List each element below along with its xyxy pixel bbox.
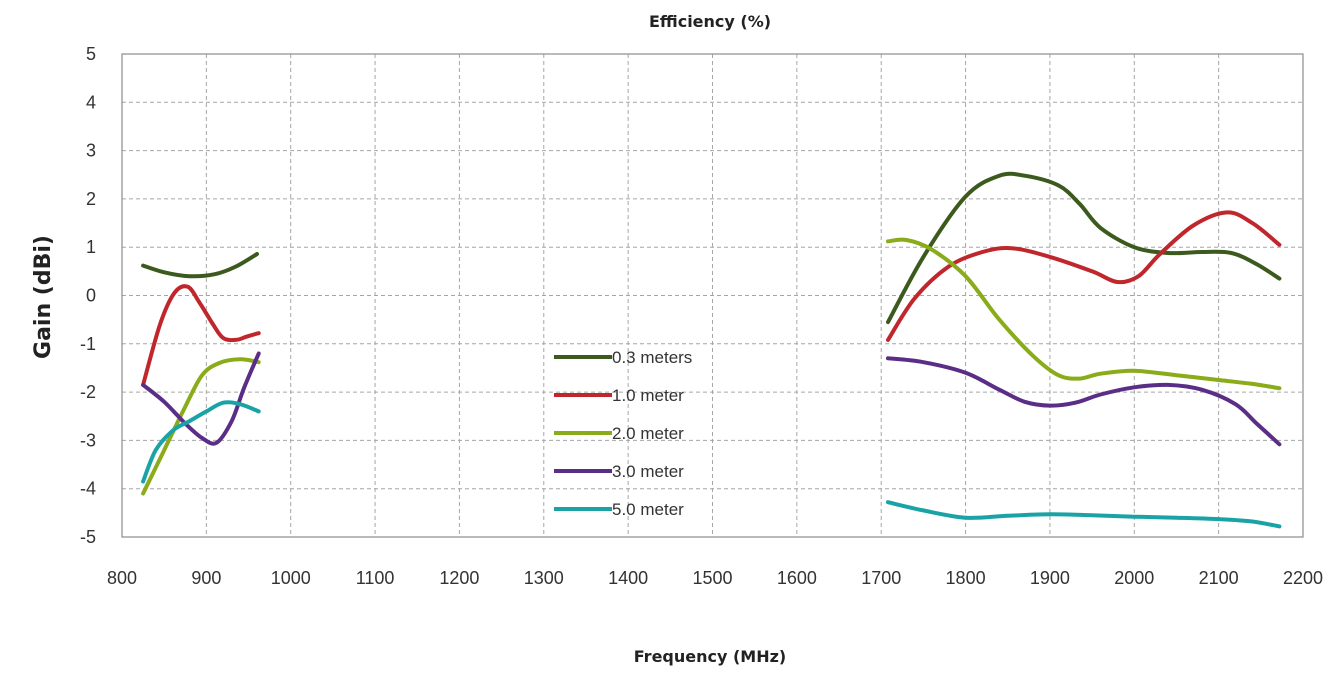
grid xyxy=(122,54,1303,537)
series-3-line-0 xyxy=(141,351,261,446)
x-tick-label-13: 2100 xyxy=(1199,568,1239,588)
y-tick-label-8: -3 xyxy=(80,430,96,450)
series-4-line-0 xyxy=(141,400,261,484)
chart-title: Efficiency (%) xyxy=(649,12,771,31)
legend-label-3: 3.0 meter xyxy=(612,462,684,481)
x-tick-label-5: 1300 xyxy=(524,568,564,588)
y-tick-label-4: 1 xyxy=(86,237,96,257)
legend-label-1: 1.0 meter xyxy=(612,386,684,405)
x-tick-label-4: 1200 xyxy=(439,568,479,588)
legend-label-0: 0.3 meters xyxy=(612,348,692,367)
x-tick-label-1: 900 xyxy=(191,568,221,588)
x-tick-label-6: 1400 xyxy=(608,568,648,588)
x-tick-label-7: 1500 xyxy=(692,568,732,588)
series-1 xyxy=(141,210,1282,387)
y-tick-labels: 5 4 3 2 1 0 -1 -2 -3 -4 -5 xyxy=(80,44,96,547)
x-tick-label-0: 800 xyxy=(107,568,137,588)
x-axis-title: Frequency (MHz) xyxy=(634,647,786,666)
x-tick-label-10: 1800 xyxy=(946,568,986,588)
y-tick-label-1: 4 xyxy=(86,92,96,112)
series-0-line-1 xyxy=(886,171,1282,325)
series-3 xyxy=(141,351,1282,447)
y-tick-label-5: 0 xyxy=(86,286,96,306)
y-axis-title: Gain (dBi) xyxy=(31,235,56,359)
y-tick-label-9: -4 xyxy=(80,479,96,499)
y-tick-label-10: -5 xyxy=(80,527,96,547)
x-tick-label-2: 1000 xyxy=(271,568,311,588)
series-2-line-1 xyxy=(886,237,1282,391)
series-0-line-0 xyxy=(141,252,259,279)
series-1-line-1 xyxy=(886,210,1282,342)
y-tick-label-7: -2 xyxy=(80,382,96,402)
y-tick-label-6: -1 xyxy=(80,334,96,354)
series-0 xyxy=(141,171,1282,325)
series-2-line-0 xyxy=(141,357,261,496)
y-tick-label-0: 5 xyxy=(86,44,96,64)
series-3-line-1 xyxy=(886,356,1282,447)
series-4 xyxy=(141,400,1282,529)
plot-frame xyxy=(121,53,1304,538)
x-tick-label-11: 1900 xyxy=(1030,568,1070,588)
legend-label-4: 5.0 meter xyxy=(612,500,684,519)
y-tick-label-2: 3 xyxy=(86,141,96,161)
series-2 xyxy=(141,237,1282,496)
x-tick-label-3: 1100 xyxy=(356,568,395,588)
x-tick-label-9: 1700 xyxy=(861,568,901,588)
legend: 0.3 meters 1.0 meter 2.0 meter 3.0 meter 5.0… xyxy=(554,348,692,519)
x-tick-label-12: 2000 xyxy=(1114,568,1154,588)
x-tick-labels: 800 900 1000 1100 1200 1300 1400 1500 1600 1700 18… xyxy=(107,568,1323,588)
x-tick-label-8: 1600 xyxy=(777,568,817,588)
x-tick-label-14: 2200 xyxy=(1283,568,1323,588)
legend-label-2: 2.0 meter xyxy=(612,424,684,443)
series-layer xyxy=(141,171,1282,529)
series-1-line-0 xyxy=(141,284,261,387)
series-4-line-1 xyxy=(886,500,1282,529)
y-tick-label-3: 2 xyxy=(86,189,96,209)
